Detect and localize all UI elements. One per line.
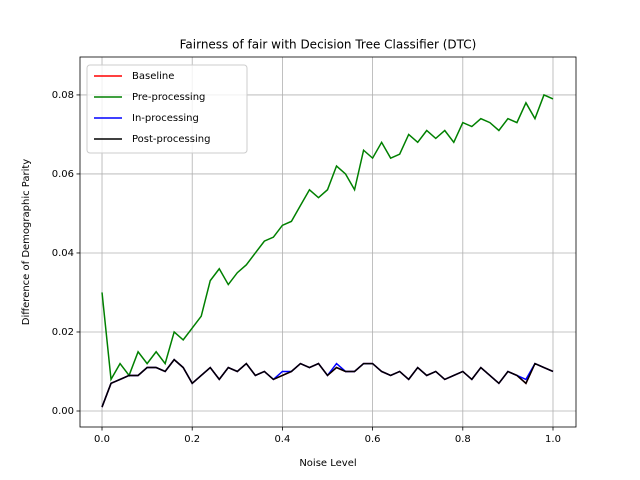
plot-frame — [79, 56, 577, 428]
legend-label: In-processing — [132, 113, 199, 124]
legend-label: Pre-processing — [132, 92, 205, 103]
x-tick-label: 0.4 — [274, 434, 290, 445]
legend-label: Baseline — [132, 71, 174, 82]
x-tick-label: 0.8 — [455, 434, 471, 445]
y-axis-label: Difference of Demographic Parity — [21, 159, 32, 326]
chart-title: Fairness of fair with Decision Tree Clas… — [180, 38, 477, 52]
x-tick-label: 0.6 — [365, 434, 381, 445]
y-tick-label: 0.04 — [52, 248, 74, 259]
y-tick-label: 0.02 — [52, 327, 74, 338]
x-tick-label: 1.0 — [545, 434, 561, 445]
y-tick-label: 0.00 — [52, 406, 74, 417]
x-tick-label: 0.0 — [94, 434, 110, 445]
legend-label: Post-processing — [132, 134, 210, 145]
y-tick-label: 0.08 — [52, 90, 74, 101]
y-tick-label: 0.06 — [52, 169, 74, 180]
x-tick-label: 0.2 — [184, 434, 200, 445]
legend-box — [86, 64, 248, 154]
x-axis-label: Noise Level — [299, 458, 356, 469]
series-line — [101, 358, 554, 408]
legend: Baseline Pre-processing In-processing Post-… — [86, 64, 248, 154]
series-line — [101, 93, 554, 382]
